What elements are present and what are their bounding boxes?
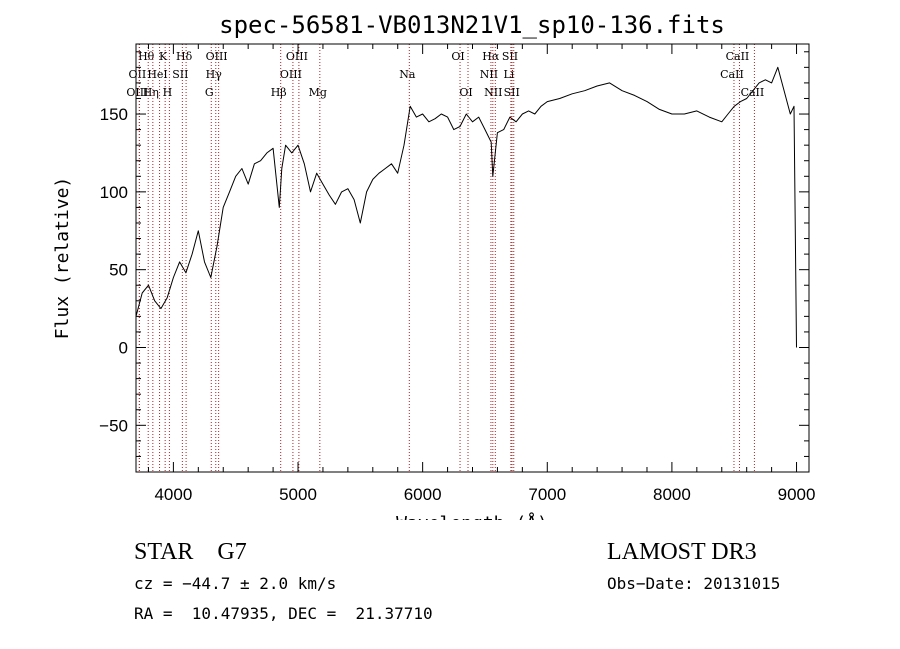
- line-marker-label-16: Li: [503, 68, 514, 81]
- x-tick-label-1: 5000: [279, 485, 317, 504]
- y-axis-label: Flux (relative): [52, 177, 73, 340]
- line-marker-label-2: Hδ: [176, 50, 193, 63]
- line-marker-label-9: OII: [129, 68, 147, 81]
- flux-series: [135, 66, 797, 348]
- line-marker-label-26: SII: [504, 86, 520, 99]
- x-axis-ticks: 4000 5000 6000 7000 8000 9000: [147, 44, 816, 504]
- line-marker-label-18: OIII: [126, 86, 148, 99]
- line-marker-label-15: NII: [480, 68, 498, 81]
- observation-date: Obs−Date: 20131015: [607, 574, 781, 593]
- x-tick-label-4: 8000: [653, 485, 691, 504]
- line-marker-label-14: Na: [399, 68, 416, 81]
- chart-title: spec-56581-VB013N21V1_sp10-136.fits: [219, 11, 725, 39]
- y-axis-ticks: −50 0 50 100 150: [99, 51, 809, 457]
- object-class: STAR G7: [134, 539, 247, 565]
- line-marker-label-21: G: [205, 86, 214, 99]
- line-marker-label-19: Hη: [143, 86, 159, 99]
- plot-axes: [135, 43, 810, 473]
- x-axis-label: Wavelength (Å): [396, 512, 548, 520]
- line-marker-label-23: Mg: [309, 86, 327, 99]
- x-tick-label-2: 6000: [404, 485, 442, 504]
- x-tick-label-3: 7000: [528, 485, 566, 504]
- plot-frame: [135, 43, 810, 473]
- y-tick-label-1: 0: [119, 338, 128, 357]
- line-marker-label-13: OIII: [280, 68, 302, 81]
- line-marker-label-3: OIII: [206, 50, 228, 63]
- line-marker-label-25: NII: [484, 86, 502, 99]
- survey-name: LAMOST DR3: [607, 539, 757, 565]
- line-marker-label-12: Hγ: [206, 68, 223, 81]
- line-marker-label-17: CaII: [720, 68, 744, 81]
- redshift-velocity: cz = −44.7 ± 2.0 km/s: [134, 574, 337, 593]
- line-marker-label-0: Hθ: [138, 50, 155, 63]
- y-tick-label-0: −50: [99, 416, 128, 435]
- line-marker-label-4: OIII: [286, 50, 308, 63]
- line-marker-label-24: OI: [459, 86, 472, 99]
- coordinates: RA = 10.47935, DEC = 21.37710: [134, 604, 433, 623]
- line-marker-label-20: H: [163, 86, 173, 99]
- line-marker-label-11: SII: [172, 68, 188, 81]
- line-marker-label-8: CaII: [726, 50, 750, 63]
- y-tick-label-4: 150: [100, 105, 128, 124]
- x-tick-label-0: 4000: [154, 485, 192, 504]
- spectrum-chart: spec-56581-VB013N21V1_sp10-136.fits Hθ K H…: [52, 11, 816, 520]
- line-marker-label-10: HeI: [147, 68, 167, 81]
- y-tick-label-2: 50: [109, 261, 128, 280]
- line-marker-label-1: K: [159, 50, 168, 63]
- flux-line: [135, 66, 797, 348]
- line-marker-label-22: Hβ: [271, 86, 287, 99]
- line-marker-label-27: CaII: [741, 86, 765, 99]
- x-tick-label-5: 9000: [778, 485, 816, 504]
- line-marker-label-5: OI: [451, 50, 464, 63]
- line-marker-label-7: SII: [502, 50, 518, 63]
- y-tick-label-3: 100: [100, 183, 128, 202]
